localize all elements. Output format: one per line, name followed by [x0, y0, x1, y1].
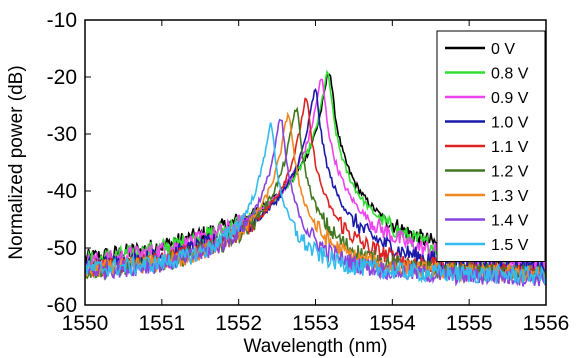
- legend-label: 0.8 V: [491, 66, 529, 83]
- legend-label: 1.2 V: [491, 164, 529, 181]
- y-axis-label: Normalized power (dB): [6, 65, 27, 259]
- legend-label: 1.3 V: [491, 188, 529, 205]
- x-tick-label: 1556: [523, 312, 570, 335]
- y-tick-label: -50: [47, 237, 77, 260]
- x-tick-label: 1552: [215, 312, 262, 335]
- y-tick-label: -40: [47, 180, 77, 203]
- legend: 0 V 0.8 V 0.9 V 1.0 V 1.1 V 1.2 V 1.3 V 1.4 V 1.…: [436, 30, 546, 262]
- x-tick-label: 1554: [369, 312, 416, 335]
- y-tick-label: -10: [47, 9, 77, 32]
- legend-label: 1.4 V: [491, 213, 529, 230]
- y-tick-label: -30: [47, 123, 77, 146]
- y-tick-label: -60: [47, 294, 77, 317]
- legend-label: 1.1 V: [491, 139, 529, 156]
- axis-ticks: 1550 1551 1552 1553 1554 1555 1556 -10 -20 -30 -40…: [47, 9, 570, 335]
- x-tick-label: 1553: [292, 312, 339, 335]
- legend-label: 0.9 V: [491, 90, 529, 107]
- legend-label: 0 V: [491, 41, 515, 58]
- series-line: [85, 122, 546, 285]
- legend-label: 1.5 V: [491, 237, 529, 254]
- y-tick-label: -20: [47, 66, 77, 89]
- x-tick-label: 1551: [138, 312, 185, 335]
- plot-series-group: [85, 69, 546, 287]
- x-axis-label: Wavelength (nm): [244, 336, 388, 357]
- x-tick-label: 1555: [446, 312, 493, 335]
- x-tick-label: 1550: [62, 312, 109, 335]
- legend-label: 1.0 V: [491, 115, 529, 132]
